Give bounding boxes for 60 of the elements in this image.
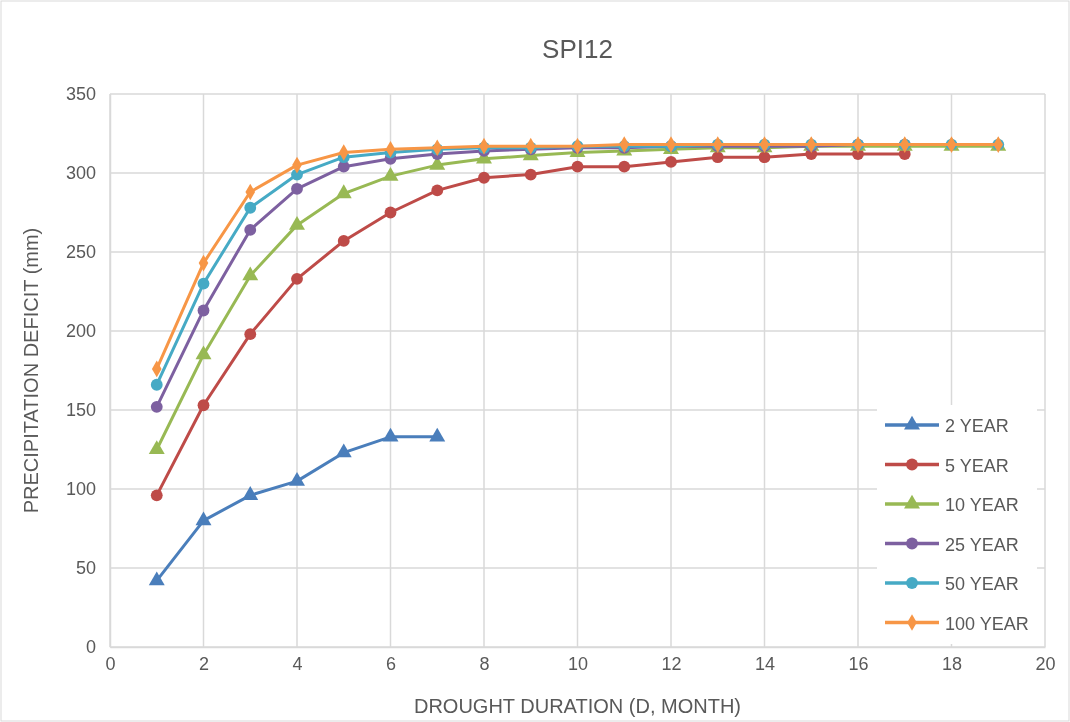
x-tick-label: 2 — [198, 653, 210, 674]
point — [618, 160, 631, 173]
point — [150, 378, 163, 391]
y-axis-title: PRECIPITATION DEFICIT (mm) — [20, 227, 42, 514]
legend-label: 2 YEAR — [945, 416, 1009, 436]
x-tick-label: 12 — [661, 653, 682, 674]
point — [291, 272, 303, 285]
point — [244, 201, 257, 214]
y-tick-label: 150 — [65, 400, 96, 421]
point — [244, 223, 257, 236]
x-tick-label: 6 — [385, 653, 397, 674]
y-tick-label: 250 — [65, 242, 96, 263]
x-tick-label: 18 — [941, 653, 963, 674]
point — [665, 156, 677, 168]
point — [571, 160, 584, 173]
point — [197, 304, 210, 317]
x-tick-label: 0 — [105, 653, 116, 674]
point — [150, 489, 163, 502]
x-tick-label: 14 — [754, 653, 776, 674]
point — [242, 266, 259, 281]
point — [244, 328, 257, 341]
point — [148, 571, 165, 586]
point — [382, 427, 399, 442]
point — [711, 151, 724, 164]
x-axis-title: DROUGHT DURATION (D, MONTH) — [413, 695, 742, 717]
y-tick-label: 50 — [75, 558, 96, 579]
point — [337, 235, 350, 247]
legend-label: 100 YEAR — [945, 613, 1029, 634]
y-tick-label: 350 — [65, 84, 96, 105]
point — [758, 151, 771, 164]
x-tick-label: 10 — [567, 653, 589, 674]
x-tick-label: 4 — [292, 653, 303, 674]
chart-title: SPI12 — [542, 34, 613, 64]
y-tick-label: 300 — [65, 163, 96, 184]
point — [384, 206, 397, 219]
point — [242, 486, 259, 500]
y-tick-label: 200 — [65, 321, 96, 342]
legend-label: 50 YEAR — [945, 574, 1019, 594]
point — [197, 277, 210, 290]
y-tick-label: 100 — [65, 479, 96, 500]
legend-label: 25 YEAR — [945, 534, 1019, 555]
legend-label: 5 YEAR — [945, 455, 1009, 476]
point — [148, 440, 165, 455]
point — [197, 399, 210, 412]
point — [524, 168, 537, 181]
point — [289, 471, 305, 486]
point — [335, 443, 352, 458]
x-tick-label: 20 — [1035, 653, 1056, 674]
point — [150, 400, 163, 413]
point — [429, 427, 446, 442]
x-tick-label: 16 — [848, 653, 869, 674]
point — [195, 345, 212, 360]
point — [195, 511, 212, 526]
x-tick-label: 8 — [479, 653, 490, 674]
point — [478, 171, 490, 184]
point — [431, 184, 444, 197]
point — [335, 184, 352, 199]
point — [291, 182, 303, 195]
legend-label: 10 YEAR — [945, 495, 1019, 515]
y-tick-label: 0 — [85, 637, 96, 658]
